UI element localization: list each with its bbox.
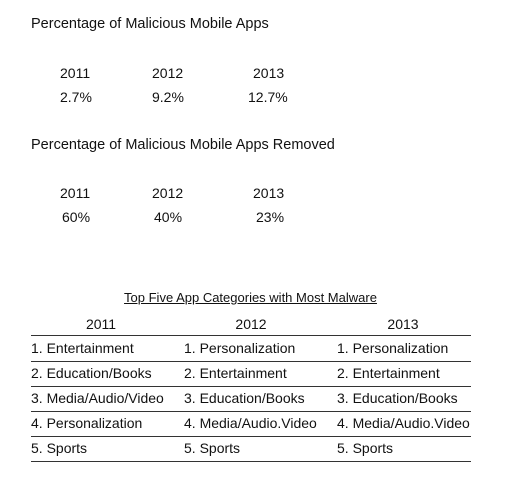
table-cell: 2. Education/Books bbox=[31, 365, 152, 381]
table-cell: 1. Personalization bbox=[337, 340, 449, 356]
table-divider bbox=[31, 386, 471, 387]
table-cell: 3. Media/Audio/Video bbox=[31, 390, 164, 406]
removed-2011-value: 60% bbox=[62, 209, 91, 225]
removed-2012-value: 40% bbox=[154, 209, 183, 225]
removed-year-2013-label: 2013 bbox=[253, 185, 285, 201]
table-cell: 5. Sports bbox=[31, 440, 88, 456]
removed-year-2012-label: 2012 bbox=[152, 185, 184, 201]
table-divider bbox=[31, 436, 471, 437]
year-2011-label: 2011 bbox=[60, 65, 91, 81]
table-cell: 3. Education/Books bbox=[184, 390, 305, 406]
table-cell: 3. Education/Books bbox=[337, 390, 458, 406]
table-cell: 1. Personalization bbox=[184, 340, 296, 356]
table-row: 3. Media/Audio/Video 3. Education/Books … bbox=[31, 387, 471, 412]
removed-year-2011-label: 2011 bbox=[60, 185, 91, 201]
malicious-2012-value: 9.2% bbox=[152, 89, 184, 105]
table-header-2013: 2013 bbox=[387, 316, 419, 332]
table-cell: 5. Sports bbox=[337, 440, 394, 456]
removed-2013-value: 23% bbox=[256, 209, 285, 225]
table-row: 5. Sports 5. Sports 5. Sports bbox=[31, 437, 471, 462]
top-categories-table-title: Top Five App Categories with Most Malwar… bbox=[124, 290, 377, 305]
table-cell: 2. Entertainment bbox=[337, 365, 440, 381]
malicious-2013-value: 12.7% bbox=[248, 89, 288, 105]
table-row: 1. Entertainment 1. Personalization 1. P… bbox=[31, 337, 471, 362]
table-cell: 2. Entertainment bbox=[184, 365, 287, 381]
table-cell: 5. Sports bbox=[184, 440, 241, 456]
table-divider bbox=[31, 411, 471, 412]
table-cell: 4. Media/Audio.Video bbox=[337, 415, 470, 431]
table-row: 2. Education/Books 2. Entertainment 2. E… bbox=[31, 362, 471, 387]
table-cell: 4. Personalization bbox=[31, 415, 143, 431]
table-header-2012: 2012 bbox=[235, 316, 267, 332]
top-categories-table: 2011 2012 2013 1. Entertainment 1. Perso… bbox=[31, 314, 471, 462]
table-header-row: 2011 2012 2013 bbox=[31, 314, 471, 334]
malicious-2011-value: 2.7% bbox=[60, 89, 92, 105]
table-cell: 4. Media/Audio.Video bbox=[184, 415, 317, 431]
malicious-apps-heading: Percentage of Malicious Mobile Apps bbox=[31, 16, 269, 32]
table-row: 4. Personalization 4. Media/Audio.Video … bbox=[31, 412, 471, 437]
table-divider bbox=[31, 461, 471, 462]
year-2012-label: 2012 bbox=[152, 65, 184, 81]
year-2013-label: 2013 bbox=[253, 65, 285, 81]
table-header-2011: 2011 bbox=[85, 316, 117, 332]
table-cell: 1. Entertainment bbox=[31, 340, 134, 356]
table-divider bbox=[31, 335, 471, 336]
removed-apps-heading: Percentage of Malicious Mobile Apps Remo… bbox=[31, 137, 335, 153]
table-divider bbox=[31, 361, 471, 362]
